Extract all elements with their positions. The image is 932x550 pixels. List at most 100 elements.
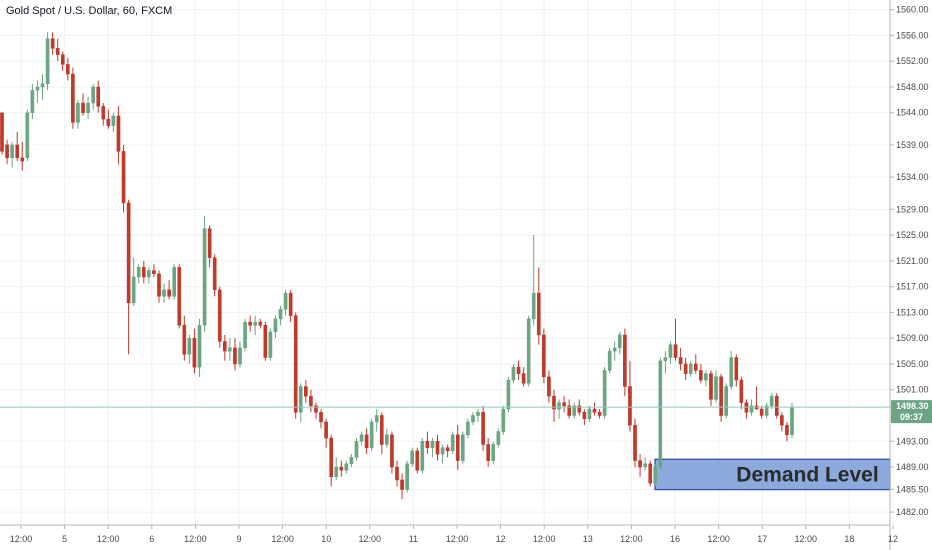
candle <box>212 254 217 297</box>
candle <box>450 431 455 455</box>
candle <box>678 347 683 371</box>
candle-body <box>223 341 227 352</box>
candle <box>774 392 779 419</box>
candle-body <box>207 228 212 258</box>
candle <box>780 412 784 432</box>
candle-body <box>217 289 222 342</box>
candle <box>496 428 501 448</box>
candle-body <box>243 321 247 349</box>
candle-body <box>764 405 769 416</box>
price-tick-label: 1505.00 <box>896 359 929 369</box>
candle <box>597 409 602 419</box>
candle-body <box>511 366 516 381</box>
candle <box>547 370 551 403</box>
candle <box>197 318 202 377</box>
candle <box>744 399 749 419</box>
candle <box>769 392 774 410</box>
candle <box>101 103 106 126</box>
candle-body <box>106 118 111 126</box>
candle-body <box>172 267 176 297</box>
time-tick-label: 12:00 <box>533 534 556 544</box>
candle-body <box>587 408 592 419</box>
candle <box>329 434 333 487</box>
candle <box>415 447 420 474</box>
candle <box>258 318 263 329</box>
candle <box>96 80 101 113</box>
time-tick-label: 9 <box>236 534 241 544</box>
candle <box>66 57 70 81</box>
candle <box>314 402 318 419</box>
candle-body <box>30 89 35 113</box>
candle-body <box>126 202 131 304</box>
candle-body <box>592 408 597 413</box>
candle <box>354 438 359 461</box>
candle-body <box>309 395 313 407</box>
candle-body <box>116 115 121 152</box>
candle-body <box>298 386 303 413</box>
demand-zone-label: Demand Level <box>736 463 878 486</box>
candle <box>238 341 242 368</box>
time-tick-label: 5 <box>62 534 67 544</box>
candle <box>141 260 146 284</box>
grid-layer <box>0 0 894 525</box>
candle-body <box>435 441 440 455</box>
candle <box>5 139 9 165</box>
candle-body <box>319 412 323 423</box>
candle-body <box>5 144 9 159</box>
candle-body <box>562 402 566 407</box>
candle <box>643 457 647 471</box>
candle <box>673 318 678 361</box>
candle-body <box>324 421 328 439</box>
candle-body <box>405 463 409 490</box>
candle-body <box>50 38 55 49</box>
candle <box>400 473 404 500</box>
candle <box>298 383 303 422</box>
price-tick-label: 1517.00 <box>896 282 929 292</box>
candle <box>152 264 156 277</box>
candle-body <box>445 447 450 452</box>
candle-body <box>395 466 399 481</box>
candle <box>516 360 521 381</box>
candle <box>253 315 258 335</box>
candle-body <box>410 450 415 465</box>
candle-body <box>96 86 101 107</box>
candle-body <box>673 344 678 358</box>
candle-body <box>147 270 151 278</box>
candle-body <box>81 102 85 113</box>
candle <box>491 441 496 464</box>
candle <box>420 438 425 474</box>
candle-body <box>233 347 237 365</box>
candle <box>369 418 374 451</box>
candle-body <box>461 434 465 461</box>
candle <box>592 402 597 416</box>
candle-body <box>167 289 171 297</box>
candle-body <box>385 434 389 445</box>
candle <box>116 106 121 165</box>
candle <box>126 199 131 355</box>
candle-body <box>131 276 136 304</box>
candle <box>106 109 111 129</box>
price-tick-label: 1489.00 <box>896 462 929 472</box>
candle-body <box>536 292 541 336</box>
candle-body <box>724 386 728 416</box>
time-tick-label: 18 <box>844 534 854 544</box>
candle <box>374 409 379 432</box>
candle <box>192 328 197 374</box>
candle <box>648 460 653 487</box>
candle <box>790 402 794 439</box>
candle-body <box>354 441 359 458</box>
candle-body <box>177 267 182 326</box>
candle <box>278 305 283 326</box>
candle-body <box>202 228 207 326</box>
price-tick-label: 1525.00 <box>896 230 929 240</box>
candle <box>481 405 485 451</box>
time-axis: 12:00 5 12:00 6 12:00 9 12:00 10 12:00 11 12:00 12 1… <box>0 524 898 544</box>
time-tick-label: 12:00 <box>97 534 120 544</box>
candle-body <box>455 434 460 461</box>
price-tick-label: 1556.00 <box>896 30 929 40</box>
candle <box>440 444 445 464</box>
current-price-tag <box>891 400 932 424</box>
time-tick-label: 12:00 <box>359 534 382 544</box>
price-tick-label: 1509.00 <box>896 333 929 343</box>
candle <box>562 396 566 413</box>
